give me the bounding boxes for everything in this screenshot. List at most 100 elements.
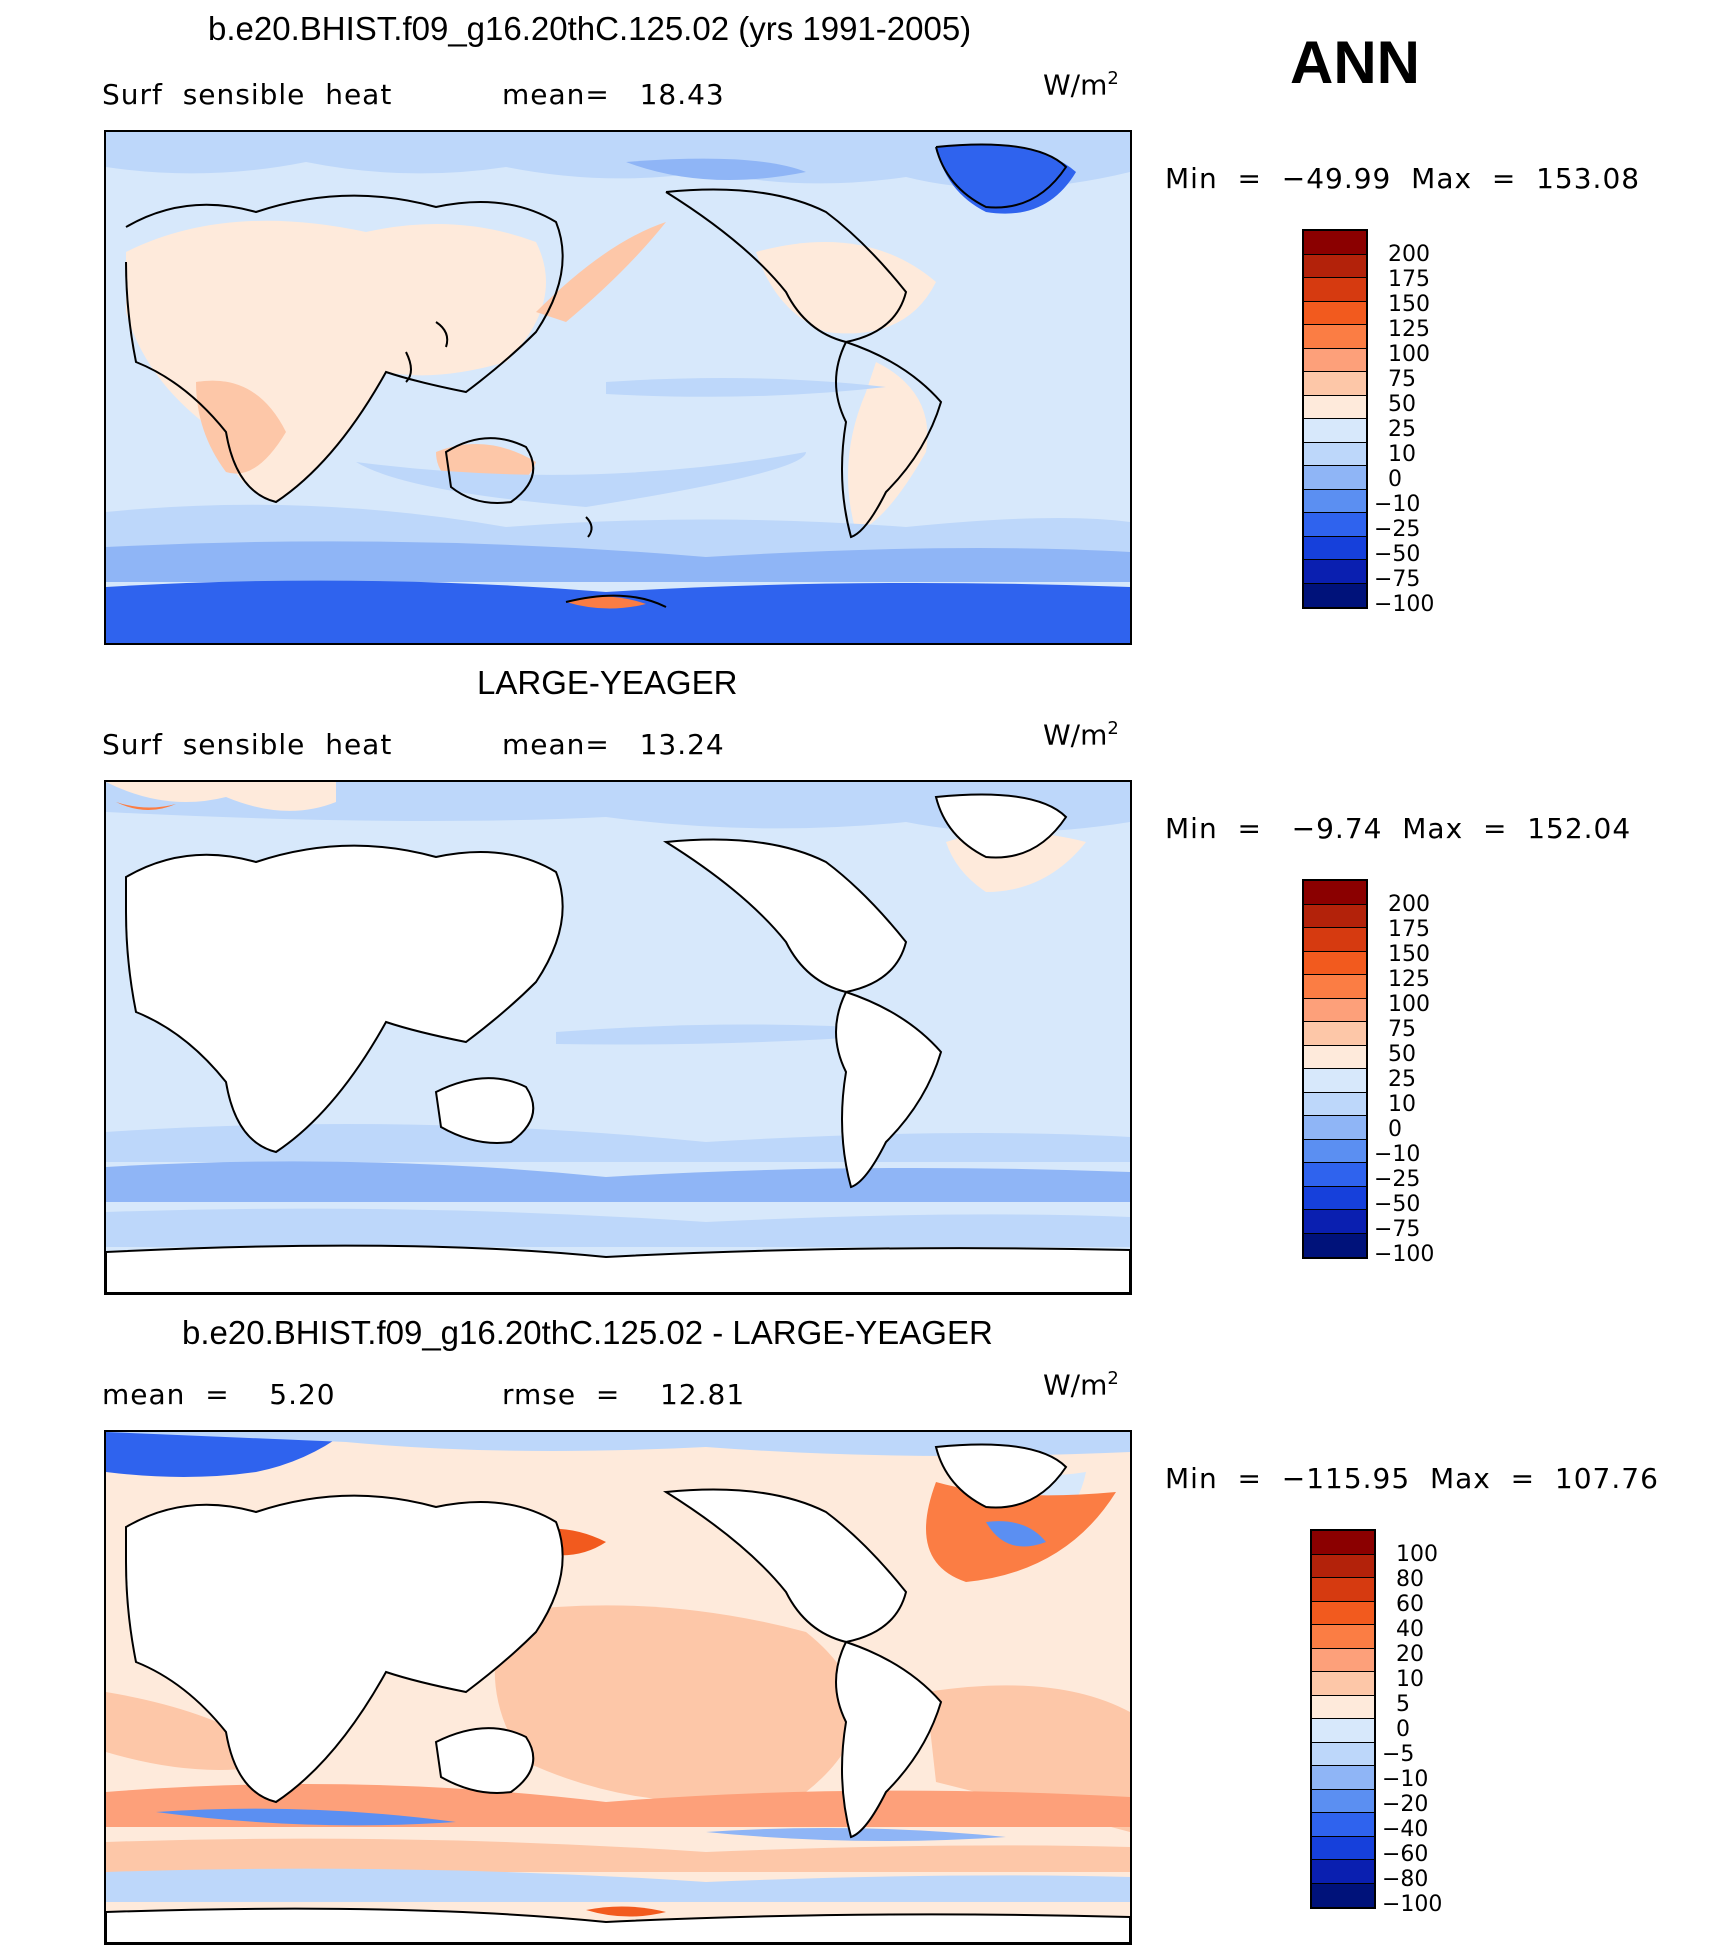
colorbar-tick-label: 175 xyxy=(1388,267,1430,292)
colorbar-tick-label: −100 xyxy=(1374,1242,1435,1267)
colorbar-tick-label: 150 xyxy=(1388,942,1430,967)
colorbar-tick-label: 100 xyxy=(1388,992,1430,1017)
colorbar-tick-label: 100 xyxy=(1396,1542,1438,1567)
colorbar-tick-label: 25 xyxy=(1388,417,1416,442)
panel1-field-label: Surf sensible heat xyxy=(102,78,393,111)
panel1-colorbar xyxy=(1302,229,1368,609)
colorbar-swatch xyxy=(1304,560,1366,584)
colorbar-swatch xyxy=(1312,1860,1374,1884)
colorbar-tick-label: 75 xyxy=(1388,367,1416,392)
panel3-rmse: rmse = 12.81 xyxy=(502,1378,746,1411)
colorbar-swatch xyxy=(1304,904,1366,928)
colorbar-swatch xyxy=(1304,231,1366,255)
colorbar-tick-label: 50 xyxy=(1388,1042,1416,1067)
panel1-minmax: Min = −49.99 Max = 153.08 xyxy=(1165,162,1641,195)
colorbar-swatch xyxy=(1304,278,1366,302)
colorbar-swatch xyxy=(1312,1601,1374,1625)
colorbar-tick-label: −5 xyxy=(1382,1742,1415,1767)
colorbar-swatch xyxy=(1304,301,1366,325)
colorbar-tick-label: 75 xyxy=(1388,1017,1416,1042)
colorbar-swatch xyxy=(1304,1092,1366,1116)
colorbar-swatch xyxy=(1312,1836,1374,1860)
colorbar-tick-label: −80 xyxy=(1382,1867,1429,1892)
panel3-mean: mean = 5.20 xyxy=(102,1378,336,1411)
colorbar-swatch xyxy=(1312,1695,1374,1719)
panel2-colorbar xyxy=(1302,879,1368,1259)
colorbar-swatch xyxy=(1304,489,1366,513)
colorbar-swatch xyxy=(1304,348,1366,372)
colorbar-tick-label: −75 xyxy=(1374,1217,1421,1242)
colorbar-swatch xyxy=(1312,1648,1374,1672)
colorbar-tick-label: 125 xyxy=(1388,317,1430,342)
colorbar-swatch xyxy=(1304,1186,1366,1210)
colorbar-tick-label: 0 xyxy=(1396,1717,1410,1742)
panel3-units: W/m2 xyxy=(1043,1368,1119,1402)
colorbar-swatch xyxy=(1312,1531,1374,1555)
colorbar-swatch xyxy=(1304,325,1366,349)
colorbar-tick-label: 5 xyxy=(1396,1692,1410,1717)
colorbar-tick-label: −10 xyxy=(1374,492,1421,517)
colorbar-swatch xyxy=(1304,1233,1366,1257)
panel2-mean: mean= 13.24 xyxy=(502,728,725,761)
colorbar-tick-label: 10 xyxy=(1388,442,1416,467)
colorbar-swatch xyxy=(1304,975,1366,999)
colorbar-swatch xyxy=(1312,1672,1374,1696)
colorbar-swatch xyxy=(1312,1813,1374,1837)
colorbar-swatch xyxy=(1304,442,1366,466)
colorbar-tick-label: 0 xyxy=(1388,467,1402,492)
colorbar-tick-label: 20 xyxy=(1396,1642,1424,1667)
colorbar-swatch xyxy=(1304,1210,1366,1234)
colorbar-swatch xyxy=(1304,1069,1366,1093)
colorbar-swatch xyxy=(1312,1719,1374,1743)
panel2-minmax: Min = −9.74 Max = 152.04 xyxy=(1165,812,1632,845)
colorbar-tick-label: −75 xyxy=(1374,567,1421,592)
colorbar-tick-label: 80 xyxy=(1396,1567,1424,1592)
colorbar-tick-label: 10 xyxy=(1388,1092,1416,1117)
colorbar-swatch xyxy=(1304,951,1366,975)
colorbar-tick-label: 100 xyxy=(1388,342,1430,367)
panel1-title: b.e20.BHIST.f09_g16.20thC.125.02 (yrs 19… xyxy=(208,10,972,47)
panel1-map xyxy=(104,130,1132,645)
panel2-title: LARGE-YEAGER xyxy=(477,664,738,701)
colorbar-swatch xyxy=(1312,1625,1374,1649)
colorbar-tick-label: −25 xyxy=(1374,517,1421,542)
panel3-title: b.e20.BHIST.f09_g16.20thC.125.02 - LARGE… xyxy=(182,1314,993,1351)
colorbar-swatch xyxy=(1304,1022,1366,1046)
colorbar-swatch xyxy=(1304,419,1366,443)
colorbar-swatch xyxy=(1304,1116,1366,1140)
colorbar-swatch xyxy=(1304,1139,1366,1163)
panel2-field-label: Surf sensible heat xyxy=(102,728,393,761)
colorbar-swatch xyxy=(1312,1766,1374,1790)
colorbar-tick-label: −100 xyxy=(1374,592,1435,617)
panel3-colorbar xyxy=(1310,1529,1376,1909)
colorbar-tick-label: 200 xyxy=(1388,242,1430,267)
colorbar-swatch xyxy=(1312,1789,1374,1813)
colorbar-tick-label: 150 xyxy=(1388,292,1430,317)
colorbar-swatch xyxy=(1304,395,1366,419)
colorbar-tick-label: 50 xyxy=(1388,392,1416,417)
colorbar-tick-label: 40 xyxy=(1396,1617,1424,1642)
colorbar-swatch xyxy=(1304,372,1366,396)
season-label: ANN xyxy=(1290,29,1420,96)
colorbar-tick-label: −25 xyxy=(1374,1167,1421,1192)
colorbar-tick-label: −100 xyxy=(1382,1892,1443,1917)
colorbar-swatch xyxy=(1312,1554,1374,1578)
colorbar-tick-label: −50 xyxy=(1374,1192,1421,1217)
colorbar-swatch xyxy=(1312,1742,1374,1766)
colorbar-tick-label: −10 xyxy=(1382,1767,1429,1792)
colorbar-swatch xyxy=(1304,928,1366,952)
colorbar-swatch xyxy=(1304,254,1366,278)
colorbar-swatch xyxy=(1304,536,1366,560)
colorbar-swatch xyxy=(1304,881,1366,905)
colorbar-swatch xyxy=(1304,513,1366,537)
colorbar-swatch xyxy=(1304,998,1366,1022)
colorbar-swatch xyxy=(1312,1578,1374,1602)
colorbar-tick-label: 25 xyxy=(1388,1067,1416,1092)
colorbar-tick-label: 125 xyxy=(1388,967,1430,992)
colorbar-tick-label: −10 xyxy=(1374,1142,1421,1167)
colorbar-tick-label: −40 xyxy=(1382,1817,1429,1842)
panel1-mean: mean= 18.43 xyxy=(502,78,725,111)
colorbar-tick-label: 175 xyxy=(1388,917,1430,942)
colorbar-swatch xyxy=(1304,466,1366,490)
panel2-map xyxy=(104,780,1132,1295)
